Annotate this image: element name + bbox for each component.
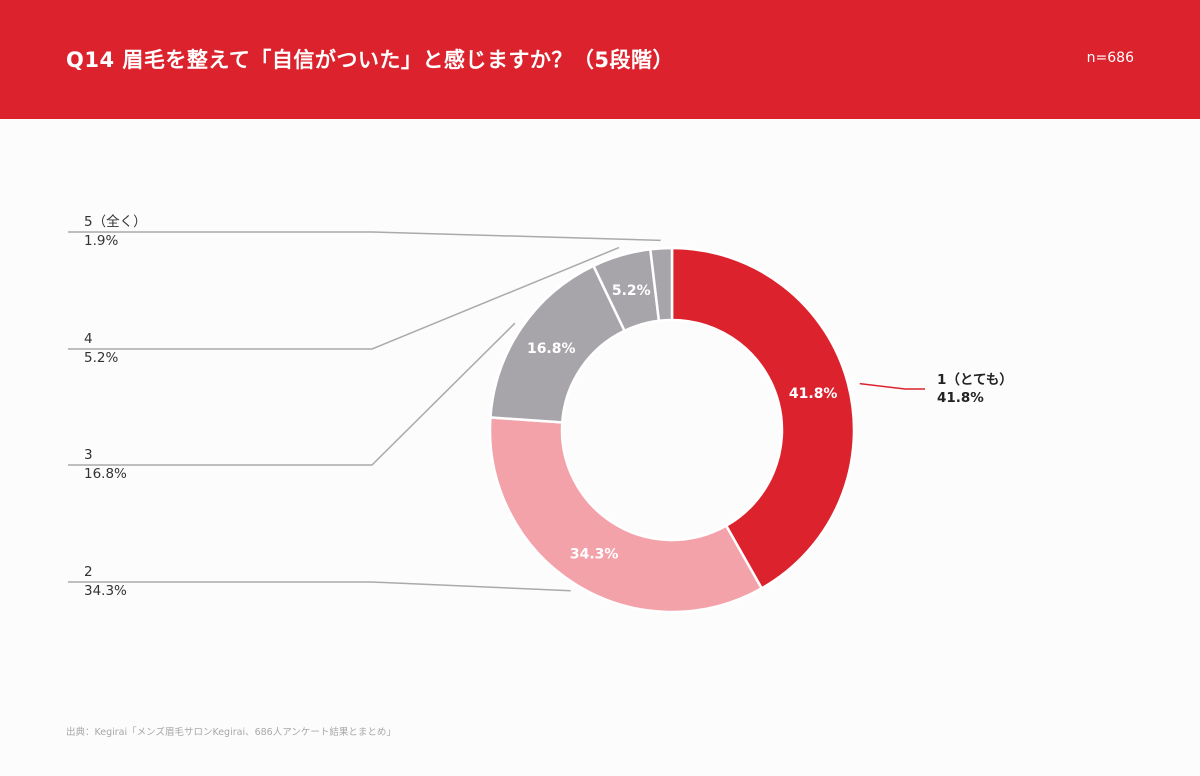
category-value-3: 16.8% bbox=[84, 466, 127, 482]
slice-value-label-3: 16.8% bbox=[527, 341, 576, 357]
leader-line-4 bbox=[68, 246, 620, 350]
leader-line-5 bbox=[68, 231, 661, 242]
category-value-4: 5.2% bbox=[84, 350, 118, 366]
slice-2 bbox=[488, 416, 764, 614]
source-note: 出典：Kegirai「メンズ眉毛サロンKegirai、686人アンケート結果とま… bbox=[66, 727, 396, 738]
category-label-2: 2 bbox=[84, 564, 93, 580]
category-label-1: 1（とても） bbox=[937, 372, 1013, 388]
category-label-3: 3 bbox=[84, 447, 93, 463]
category-value-1: 41.8% bbox=[937, 390, 984, 406]
category-value-2: 34.3% bbox=[84, 583, 127, 599]
slice-value-label-1: 41.8% bbox=[789, 386, 838, 402]
leader-line-3 bbox=[68, 322, 516, 466]
sample-size: n=686 bbox=[1086, 50, 1134, 66]
slice-value-label-4: 5.2% bbox=[612, 283, 651, 299]
category-value-5: 1.9% bbox=[84, 233, 118, 249]
header-bar: Q14 眉毛を整えて「自信がついた」と感じますか？（5段階） n=686 bbox=[0, 0, 1200, 119]
category-label-4: 4 bbox=[84, 331, 93, 347]
slice-1 bbox=[670, 246, 856, 591]
leader-line-1 bbox=[859, 382, 925, 390]
slice-value-label-2: 34.3% bbox=[570, 547, 619, 563]
category-label-5: 5（全く） bbox=[84, 213, 147, 230]
slice-5 bbox=[648, 246, 674, 323]
leader-line-2 bbox=[68, 581, 571, 592]
chart-title: Q14 眉毛を整えて「自信がついた」と感じますか？（5段階） bbox=[66, 48, 674, 72]
